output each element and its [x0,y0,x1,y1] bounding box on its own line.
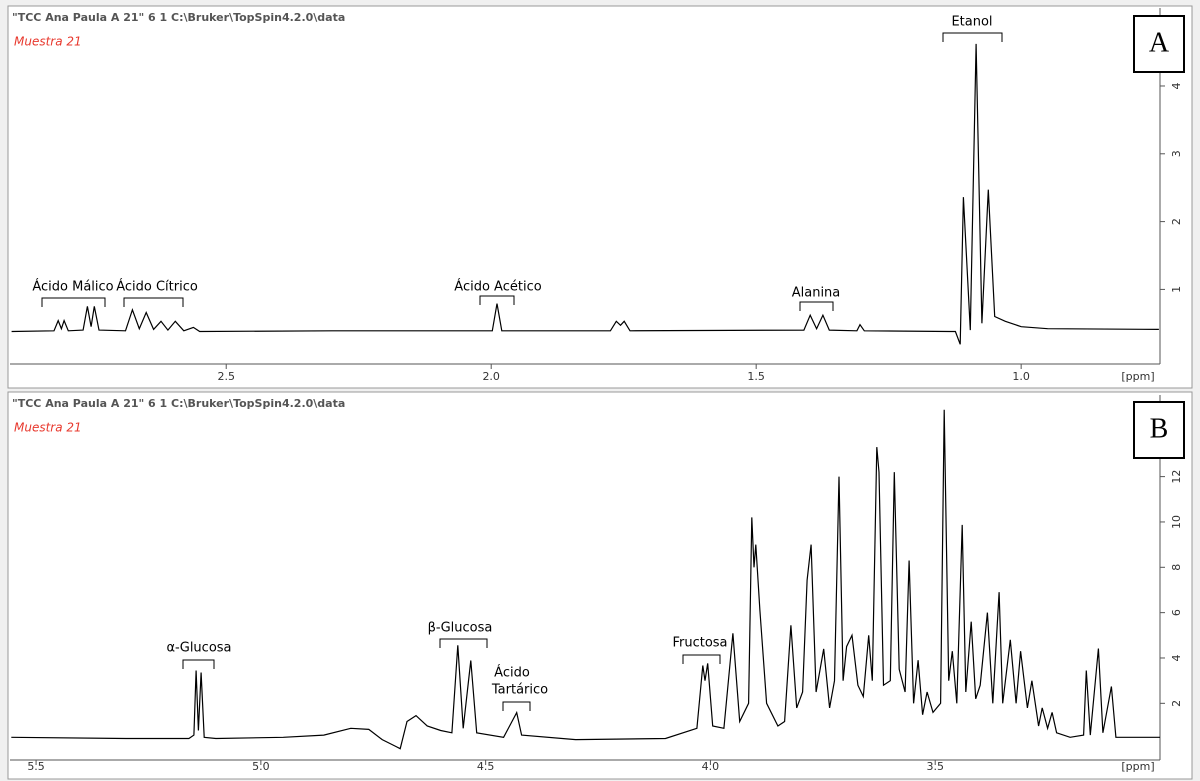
annotation: Ácido Málico [32,279,113,295]
annotation-bracket [502,701,531,711]
annotation: Tartárico [491,683,548,698]
subtitle: Muestra 21 [14,421,82,435]
annotation: Alanina [792,286,841,301]
x-tick-label: 5.5 [27,760,45,773]
y-tick-label: 1 [1170,286,1183,293]
y-tick-label: 4 [1170,654,1183,661]
annotation: Ácido [494,665,530,681]
annotation: β-Glucosa [428,621,493,636]
x-tick-label: 2.0 [482,370,500,383]
annotation-bracket [799,301,834,311]
x-axis-label: [ppm] [1121,760,1154,773]
panel-label-box [1133,401,1185,459]
annotation-bracket [682,654,721,664]
header: "TCC Ana Paula A 21" 6 1 C:\Bruker\TopSp… [12,397,345,410]
y-tick-label: 3 [1170,150,1183,157]
x-tick-label: 1.5 [747,370,765,383]
panel-label-box [1133,15,1185,73]
y-tick-label: 10 [1170,515,1183,529]
y-tick-label: 8 [1170,564,1183,571]
annotation: Ácido Cítrico [116,279,198,295]
panel-frame [7,391,1193,780]
annotation-bracket [942,32,1003,42]
x-tick-label: 4.0 [702,760,720,773]
subtitle: Muestra 21 [14,35,82,49]
spectrum-line [11,43,1159,345]
x-tick-label: 2.5 [217,370,235,383]
spectrum-line [11,409,1160,750]
x-axis-label: [ppm] [1121,370,1154,383]
annotation: α-Glucosa [166,641,231,656]
annotation-bracket [41,297,106,307]
y-tick-label: 2 [1170,218,1183,225]
panel-frame [7,5,1193,389]
annotation: Etanol [951,15,992,30]
annotation-bracket [479,295,515,305]
annotation-bracket [123,297,184,307]
x-tick-label: 3.5 [926,760,944,773]
x-tick-label: 4.5 [477,760,495,773]
header: "TCC Ana Paula A 21" 6 1 C:\Bruker\TopSp… [12,11,345,24]
y-tick-label: 6 [1170,609,1183,616]
y-tick-label: 2 [1170,700,1183,707]
annotation-bracket [182,659,215,669]
annotation-bracket [439,638,488,648]
x-tick-label: 5.0 [252,760,270,773]
x-tick-label: 1.0 [1012,370,1030,383]
panel-label: B [1150,413,1169,444]
y-tick-label: 12 [1170,470,1183,484]
y-tick-label: 4 [1170,82,1183,89]
annotation: Ácido Acético [454,279,541,295]
annotation: Fructosa [672,636,727,651]
panel-label: A [1149,27,1170,58]
